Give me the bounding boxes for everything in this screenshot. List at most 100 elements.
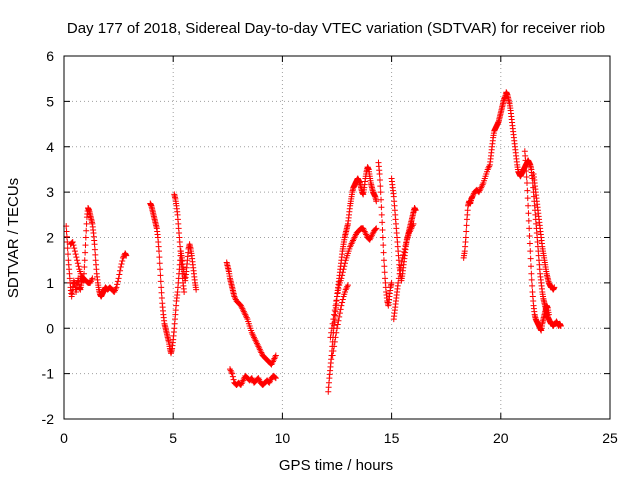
y-tick-label: 0 <box>46 320 54 336</box>
data-point <box>380 242 387 249</box>
data-point <box>526 240 533 247</box>
data-point <box>227 367 234 374</box>
x-tick-label: 10 <box>275 430 291 446</box>
data-point <box>156 254 163 261</box>
data-point <box>119 257 126 264</box>
data-point <box>412 207 419 214</box>
data-point <box>372 226 379 233</box>
data-point <box>380 249 387 256</box>
data-point <box>344 283 351 290</box>
x-tick-label: 15 <box>384 430 400 446</box>
data-point <box>331 338 338 345</box>
data-point <box>525 202 532 209</box>
data-point <box>463 222 470 229</box>
data-point <box>377 189 384 196</box>
data-point <box>378 196 385 203</box>
data-point <box>400 251 407 258</box>
x-tick-label: 25 <box>602 430 618 446</box>
y-tick-label: 3 <box>46 184 54 200</box>
x-tick-label: 5 <box>169 430 177 446</box>
data-point <box>157 278 164 285</box>
data-point <box>378 204 385 211</box>
data-point <box>114 278 121 285</box>
data-point <box>328 329 335 336</box>
data-point <box>335 285 342 292</box>
data-point <box>158 289 165 296</box>
data-point <box>380 257 387 264</box>
data-point <box>523 167 530 174</box>
data-point <box>83 220 90 227</box>
data-point <box>69 239 76 246</box>
data-point <box>82 242 89 249</box>
data-point <box>72 251 79 258</box>
data-point <box>528 270 535 277</box>
data-point <box>381 269 388 276</box>
data-point <box>230 376 237 383</box>
y-axis-label: SDTVAR / TECUs <box>5 178 22 298</box>
axis-ticks: 0 5 10 15 20 25 -2 -1 0 1 2 3 4 5 6 <box>42 48 618 446</box>
data-point <box>398 262 405 269</box>
data-point <box>157 272 164 279</box>
data-point <box>339 269 346 276</box>
data-point <box>181 288 188 295</box>
data-point <box>526 225 533 232</box>
data-point <box>379 234 386 241</box>
data-point <box>545 311 552 318</box>
data-point <box>116 271 123 278</box>
data-point <box>557 322 564 329</box>
y-tick-label: 1 <box>46 275 54 291</box>
data-point <box>156 248 163 255</box>
data-point <box>524 195 531 202</box>
data-point <box>378 211 385 218</box>
data-point <box>551 284 558 291</box>
data-point <box>328 325 335 332</box>
data-point <box>485 164 492 171</box>
data-point <box>81 257 88 264</box>
data-point <box>71 248 78 255</box>
data-point <box>74 257 81 264</box>
data-point <box>410 220 417 227</box>
data-point <box>65 251 72 258</box>
data-point <box>92 251 99 258</box>
data-point <box>73 254 80 261</box>
data-point <box>332 302 339 309</box>
data-point <box>123 252 130 259</box>
y-tick-label: -1 <box>42 366 55 382</box>
data-point <box>63 228 70 235</box>
data-point <box>327 334 334 341</box>
data-point <box>156 260 163 267</box>
data-point <box>395 279 402 286</box>
data-point <box>379 219 386 226</box>
data-point <box>396 270 403 277</box>
data-point <box>158 284 165 291</box>
data-point <box>329 352 336 359</box>
data-point <box>526 232 533 239</box>
data-point <box>82 234 89 241</box>
data-point <box>339 299 346 306</box>
data-point <box>528 276 535 283</box>
data-point <box>228 369 235 376</box>
data-point <box>336 313 343 320</box>
data-point <box>334 325 340 332</box>
data-point <box>401 245 408 252</box>
plot-frame <box>63 55 611 420</box>
data-point <box>334 321 341 328</box>
x-tick-label: 0 <box>60 430 68 446</box>
data-point <box>373 198 380 205</box>
data-point <box>527 255 534 262</box>
data-point <box>74 260 81 267</box>
data-point <box>335 317 342 324</box>
data-point <box>379 226 386 233</box>
data-point <box>525 210 532 217</box>
data-point <box>388 279 395 286</box>
data-point <box>82 249 89 256</box>
grid-lines <box>64 56 610 419</box>
data-point <box>403 239 410 246</box>
data-point <box>157 266 164 273</box>
data-point <box>376 170 383 177</box>
data-point <box>527 248 534 255</box>
data-point <box>399 254 406 261</box>
data-point <box>229 373 236 380</box>
data-point <box>331 343 338 350</box>
data-point <box>272 352 279 359</box>
